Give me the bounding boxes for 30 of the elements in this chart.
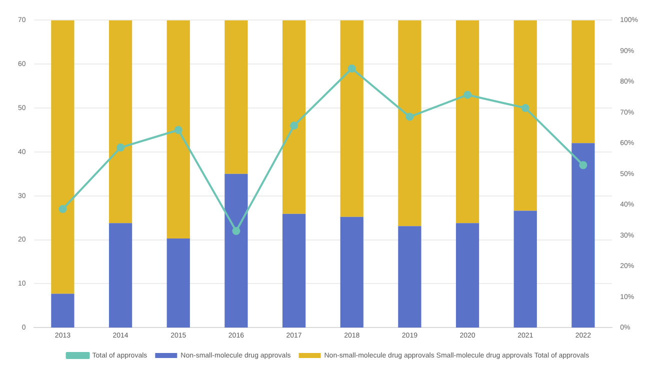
point — [116, 144, 125, 152]
point — [464, 90, 472, 99]
bar — [108, 20, 132, 224]
point — [174, 126, 182, 134]
bar — [282, 20, 306, 214]
bar — [166, 20, 190, 238]
bar — [572, 143, 595, 328]
bar — [398, 226, 422, 328]
bar — [572, 20, 595, 144]
bar — [282, 214, 306, 328]
bar — [224, 174, 248, 328]
bar — [456, 20, 480, 224]
bar — [398, 20, 422, 226]
bar — [51, 294, 74, 328]
bar — [514, 20, 537, 211]
bar — [51, 20, 74, 294]
point — [406, 112, 414, 121]
bar — [340, 20, 364, 217]
point — [579, 161, 588, 170]
point — [290, 122, 298, 130]
point — [348, 64, 356, 73]
bar — [166, 238, 190, 328]
point — [232, 226, 240, 235]
bar — [456, 223, 480, 328]
point — [521, 104, 530, 112]
bar — [224, 20, 248, 174]
bar — [340, 216, 364, 328]
bar — [108, 223, 132, 328]
bar — [514, 210, 537, 328]
point — [58, 205, 67, 214]
